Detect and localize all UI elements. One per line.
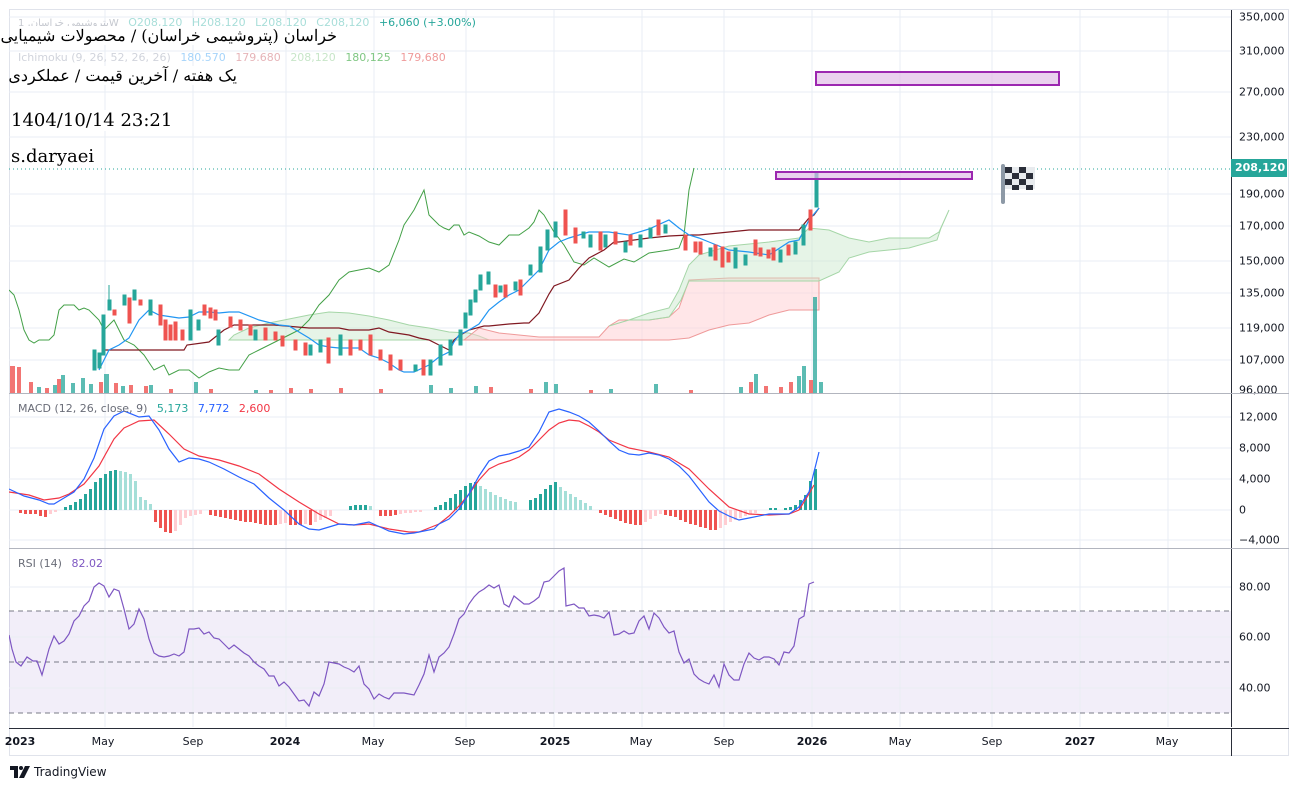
ichimoku-span-b: 179,680 <box>400 51 446 64</box>
checkered-flag-icon <box>1001 164 1035 204</box>
price-tick: 170,000 <box>1239 219 1285 233</box>
price-tick: 119,000 <box>1239 321 1285 335</box>
price-tick: 135,000 <box>1239 286 1285 300</box>
rsi-legend[interactable]: RSI (14) 82.02 <box>18 557 109 570</box>
price-axis[interactable]: 350,000 310,000 270,000 230,000 190,000 … <box>1231 10 1289 397</box>
price-tick: 230,000 <box>1239 130 1285 144</box>
ohlc-close: C208,120 <box>316 16 370 29</box>
price-tick: 107,000 <box>1239 353 1285 367</box>
price-change: +6,060 (+3.00%) <box>378 16 476 29</box>
time-label: Sep <box>454 735 476 748</box>
tradingview-logo-icon <box>10 766 30 778</box>
tradingview-branding[interactable]: TradingView <box>10 765 107 779</box>
overlay-datetime: 1404/10/14 23:21 <box>11 110 173 131</box>
macd-tick: 12,000 <box>1239 410 1278 424</box>
macd-line <box>9 408 820 535</box>
time-label: Sep <box>182 735 204 748</box>
ichimoku-cloud-red <box>462 277 820 341</box>
ohlc-open: O208,120 <box>128 16 183 29</box>
macd-axis[interactable]: 12,000 8,000 4,000 0 −4,000 <box>1231 394 1289 548</box>
time-label: Sep <box>713 735 735 748</box>
macd-tick: 4,000 <box>1239 472 1271 486</box>
ichimoku-cloud-green-2 <box>608 209 950 327</box>
macd-chart-svg <box>9 394 1231 548</box>
chart-frame <box>9 9 1289 756</box>
time-axis-separator <box>9 728 1289 729</box>
price-chart-svg <box>9 10 1231 393</box>
time-label: 2023 <box>4 735 36 748</box>
rsi-tick: 60.00 <box>1239 630 1271 644</box>
price-tick: 310,000 <box>1239 44 1285 58</box>
price-tick: 150,000 <box>1239 254 1285 268</box>
last-price-badge: 208,120 <box>1231 159 1287 177</box>
time-label: May <box>91 735 115 748</box>
time-label: 2027 <box>1064 735 1096 748</box>
symbol-legend: پتروشیمی خراسان, 1W O208,120 H208,120 L2… <box>18 16 482 29</box>
time-label: 2024 <box>269 735 301 748</box>
macd-histogram <box>19 469 817 533</box>
chikou-span <box>9 167 695 379</box>
macd-tick: −4,000 <box>1239 533 1280 547</box>
overlay-subtitle: یک هفته / آخرین قیمت / عملکردی <box>8 66 237 85</box>
macd-tick: 0 <box>1239 503 1246 517</box>
time-label: May <box>629 735 653 748</box>
rsi-levels <box>9 610 1231 714</box>
price-tick: 270,000 <box>1239 85 1285 99</box>
time-label: Sep <box>981 735 1003 748</box>
time-label: 2025 <box>539 735 571 748</box>
macd-label: MACD (12, 26, close, 9) <box>18 402 148 415</box>
price-pane[interactable] <box>9 10 1231 393</box>
overlay-title: خراسان (پتروشیمی خراسان) / محصولات شیمیا… <box>0 26 337 45</box>
macd-grid <box>9 394 1231 548</box>
ichimoku-cloud-green <box>227 311 490 341</box>
pane-separator[interactable] <box>9 393 1289 394</box>
overlay-author: s.daryaei <box>11 146 95 167</box>
rsi-pane[interactable] <box>9 549 1231 727</box>
brand-name: TradingView <box>34 765 107 779</box>
rsi-axis[interactable]: 80.00 60.00 40.00 <box>1231 549 1289 727</box>
time-label: 2026 <box>796 735 828 748</box>
rsi-chart-svg <box>9 549 1231 727</box>
candles <box>92 171 819 376</box>
volume-bars <box>10 297 823 393</box>
rsi-tick: 40.00 <box>1239 681 1271 695</box>
time-label: May <box>888 735 912 748</box>
macd-histogram-value: 5,173 <box>156 402 189 415</box>
rsi-label: RSI (14) <box>18 557 62 570</box>
ohlc-low: L208,120 <box>255 16 307 29</box>
ichimoku-legend[interactable]: Ichimoku (9, 26, 52, 26, 26) 180.570 179… <box>18 51 452 64</box>
ichimoku-tenkan: 180.570 <box>180 51 226 64</box>
price-tick: 350,000 <box>1239 10 1285 24</box>
time-label: May <box>361 735 385 748</box>
symbol-name[interactable]: پتروشیمی خراسان, 1W <box>18 18 119 29</box>
macd-line-value: 7,772 <box>197 402 230 415</box>
macd-tick: 8,000 <box>1239 441 1271 455</box>
ichimoku-label: Ichimoku (9, 26, 52, 26, 26) <box>18 51 171 64</box>
resistance-zone <box>775 171 973 180</box>
time-axis[interactable]: 2023 May Sep 2024 May Sep 2025 May Sep 2… <box>5 732 1231 756</box>
axis-corner <box>1231 728 1289 756</box>
time-label: May <box>1155 735 1179 748</box>
target-zone-upper <box>815 71 1060 86</box>
rsi-tick: 80.00 <box>1239 580 1271 594</box>
ichimoku-span-a: 180,125 <box>345 51 391 64</box>
ichimoku-kijun: 179.680 <box>235 51 281 64</box>
price-tick: 190,000 <box>1239 187 1285 201</box>
macd-legend[interactable]: MACD (12, 26, close, 9) 5,173 7,772 2,60… <box>18 402 276 415</box>
macd-signal-value: 2,600 <box>238 402 271 415</box>
ichimoku-chikou: 208,120 <box>290 51 336 64</box>
pane-separator[interactable] <box>9 548 1289 549</box>
rsi-value: 82.02 <box>71 557 103 570</box>
kijun-sen <box>104 207 820 351</box>
ohlc-high: H208,120 <box>191 16 246 29</box>
macd-signal-line <box>9 419 815 533</box>
rsi-line <box>9 566 815 708</box>
macd-pane[interactable] <box>9 394 1231 548</box>
